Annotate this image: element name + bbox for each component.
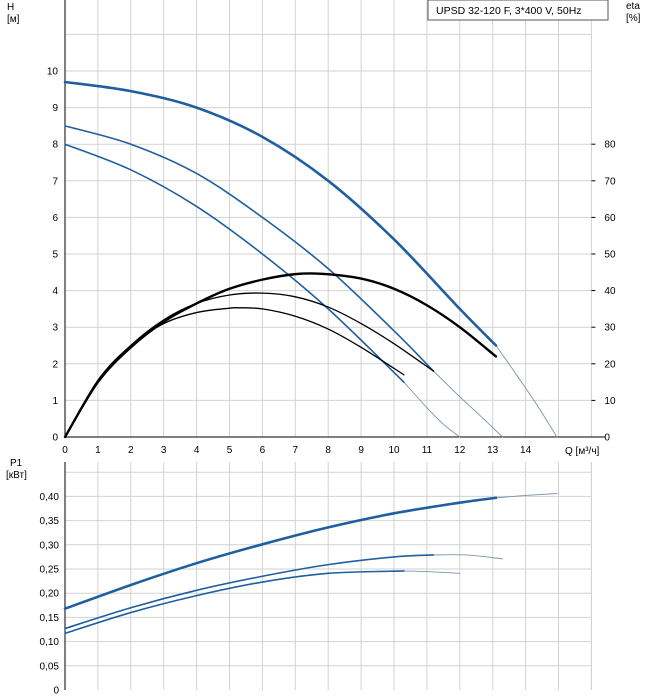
- flow-tick-label: 3: [161, 445, 167, 456]
- head-curve: [64, 143, 405, 383]
- head-curve-extension: [433, 370, 504, 438]
- flow-tick-label: 14: [520, 445, 532, 456]
- power-tick-label: 0,35: [40, 516, 60, 527]
- flow-tick-label: 11: [422, 445, 433, 456]
- power-curve-extension: [495, 493, 558, 499]
- power-tick-label: 0,25: [40, 565, 60, 576]
- power-tick-label: 0,40: [40, 492, 60, 503]
- power-curve: [64, 554, 435, 630]
- flow-axis-label: Q [м³/ч]: [565, 446, 600, 457]
- eta-axis-label: eta: [626, 1, 640, 12]
- eta-tick-label: 80: [604, 140, 616, 151]
- power-axis-unit: [кВт]: [6, 470, 27, 481]
- power-panel: 0 0,05 0,10 0,15 0,20 0,25 0,30 0,35 0,40 P1 [кВ…: [6, 458, 592, 697]
- eta-tick-label: 50: [604, 250, 616, 261]
- eta-tick-label: 20: [604, 359, 616, 370]
- power-tick-label: 0,05: [40, 661, 60, 672]
- power-tick-label: 0,10: [40, 637, 60, 648]
- head-tick-label: 4: [52, 286, 58, 297]
- eta-tick-label: 0: [604, 433, 610, 444]
- efficiency-curve: [63, 272, 498, 439]
- flow-tick-label: 10: [388, 445, 400, 456]
- power-grid: [65, 462, 592, 690]
- eta-tick-label: 60: [604, 213, 616, 224]
- flow-tick-label: 13: [487, 445, 499, 456]
- power-axis-label: P1: [10, 458, 23, 469]
- flow-tick-label: 5: [227, 445, 233, 456]
- head-tick-label: 5: [52, 250, 58, 261]
- flow-tick-label: 0: [62, 445, 68, 456]
- power-tick-label: 0,15: [40, 613, 60, 624]
- flow-tick-label: 6: [260, 445, 266, 456]
- head-grid: [65, 0, 592, 437]
- head-tick-label: 9: [52, 103, 58, 114]
- head-tick-label: 8: [52, 140, 58, 151]
- eta-axis-unit: [%]: [626, 13, 641, 24]
- head-tick-label: 7: [52, 176, 58, 187]
- eta-tick-label: 40: [604, 286, 616, 297]
- power-curve-extension: [403, 570, 461, 574]
- head-axis-unit: [м]: [7, 14, 20, 25]
- efficiency-curve: [64, 306, 405, 438]
- head-curve: [64, 125, 435, 372]
- eta-tick-label: 10: [604, 396, 616, 407]
- flow-tick-label: 8: [325, 445, 331, 456]
- power-tick-label: 0,20: [40, 589, 60, 600]
- head-tick-label: 10: [47, 67, 59, 78]
- chart-title-box: [427, 0, 609, 21]
- head-curve-extension: [495, 345, 558, 438]
- power-tick-label: 0: [53, 686, 59, 697]
- eta-tick-label: 30: [604, 323, 616, 334]
- flow-tick-label: 7: [293, 445, 299, 456]
- power-curve-extension: [433, 554, 504, 560]
- head-tick-label: 0: [52, 433, 58, 444]
- power-series-group: [63, 493, 558, 635]
- head-tick-label: 2: [52, 359, 58, 370]
- flow-tick-label: 4: [194, 445, 200, 456]
- head-curve: [63, 80, 498, 347]
- power-curve: [63, 496, 498, 610]
- head-tick-label: 6: [52, 213, 58, 224]
- power-tick-labels: 0 0,05 0,10 0,15 0,20 0,25 0,30 0,35 0,40: [40, 492, 60, 697]
- eta-tick-label: 70: [604, 176, 616, 187]
- flow-tick-label: 1: [95, 445, 101, 456]
- head-tick-label: 3: [52, 323, 58, 334]
- power-tick-label: 0,30: [40, 540, 60, 551]
- flow-tick-label: 12: [454, 445, 466, 456]
- head-series-group: [63, 80, 558, 439]
- chart-title: UPSD 32-120 F, 3*400 V, 50Hz: [436, 5, 582, 17]
- flow-tick-label: 9: [358, 445, 364, 456]
- flow-tick-label: 2: [128, 445, 134, 456]
- head-curve-extension: [403, 381, 461, 438]
- power-curve: [64, 570, 405, 635]
- head-axis-label: H: [7, 2, 14, 13]
- head-tick-label: 1: [52, 396, 58, 407]
